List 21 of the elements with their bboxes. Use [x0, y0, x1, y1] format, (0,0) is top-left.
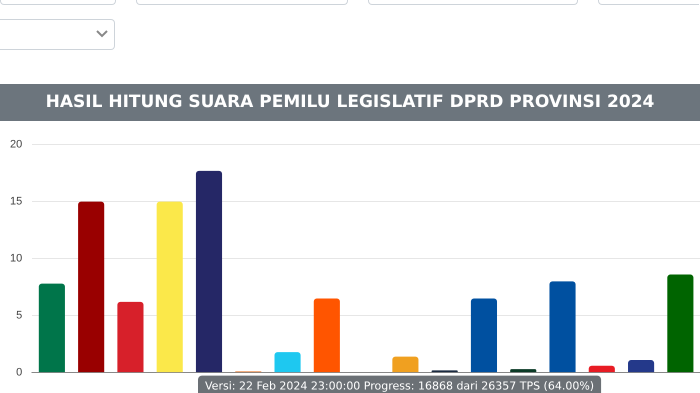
bar — [510, 369, 536, 372]
chart-title: HASIL HITUNG SUARA PEMILU LEGISLATIF DPRD PROVINSI 2024 — [0, 84, 700, 121]
bar — [392, 356, 418, 372]
bar — [78, 202, 104, 372]
bar — [274, 352, 301, 372]
bar — [117, 302, 144, 372]
bar — [667, 274, 694, 372]
bar — [588, 366, 615, 372]
y-tick-label: 10 — [10, 252, 22, 265]
bar — [314, 298, 340, 372]
bar — [196, 170, 222, 372]
y-tick-label: 20 — [10, 138, 22, 151]
bar — [38, 284, 65, 372]
bar — [156, 202, 183, 372]
y-tick-label: 5 — [16, 310, 22, 322]
y-tick-label: 15 — [10, 196, 22, 208]
bar — [470, 298, 498, 372]
bar — [549, 281, 576, 372]
bar — [628, 360, 654, 372]
y-tick-label: 0 — [16, 366, 22, 379]
text: Versi: 22 Feb 2024 23:00:00 Progress: 16868 dari 26357 TPS (64.00%) — [205, 379, 594, 392]
